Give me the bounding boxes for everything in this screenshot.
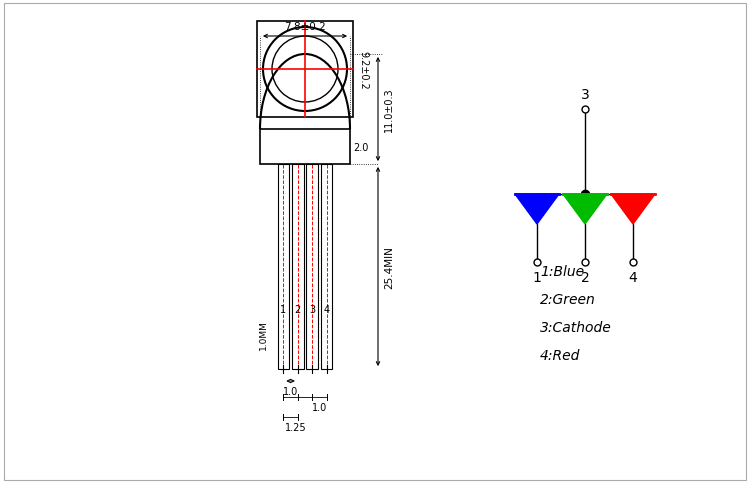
Text: 1.25: 1.25 (285, 422, 307, 432)
Text: 1: 1 (280, 304, 286, 314)
Bar (307, 165, 318, 369)
Bar (257, 22, 353, 118)
Text: 2.0: 2.0 (353, 143, 368, 152)
Text: 11.0±0.3: 11.0±0.3 (384, 88, 394, 132)
Text: 2: 2 (580, 271, 590, 285)
Text: 4: 4 (628, 271, 638, 285)
Text: 3:Cathode: 3:Cathode (540, 320, 612, 334)
Text: 1.0: 1.0 (283, 386, 298, 396)
Text: 4: 4 (323, 304, 330, 314)
Text: 2: 2 (295, 304, 301, 314)
Polygon shape (515, 195, 559, 225)
Text: 3: 3 (580, 88, 590, 102)
Text: 1:Blue: 1:Blue (540, 264, 584, 278)
Text: 25.4MIN: 25.4MIN (384, 246, 394, 289)
Bar (278, 165, 290, 369)
Text: 4:Red: 4:Red (540, 348, 580, 362)
Text: 7.8±0.2: 7.8±0.2 (284, 22, 326, 32)
Text: 2:Green: 2:Green (540, 292, 596, 306)
Text: 1: 1 (532, 271, 542, 285)
Text: 1.0MM: 1.0MM (259, 319, 268, 349)
Text: 9.2±0.2: 9.2±0.2 (358, 50, 368, 89)
Text: 3: 3 (309, 304, 315, 314)
Bar (321, 165, 332, 369)
Bar (292, 165, 304, 369)
Polygon shape (563, 195, 607, 225)
Text: 1.0: 1.0 (312, 402, 327, 412)
Polygon shape (611, 195, 655, 225)
Bar (260, 130, 350, 165)
